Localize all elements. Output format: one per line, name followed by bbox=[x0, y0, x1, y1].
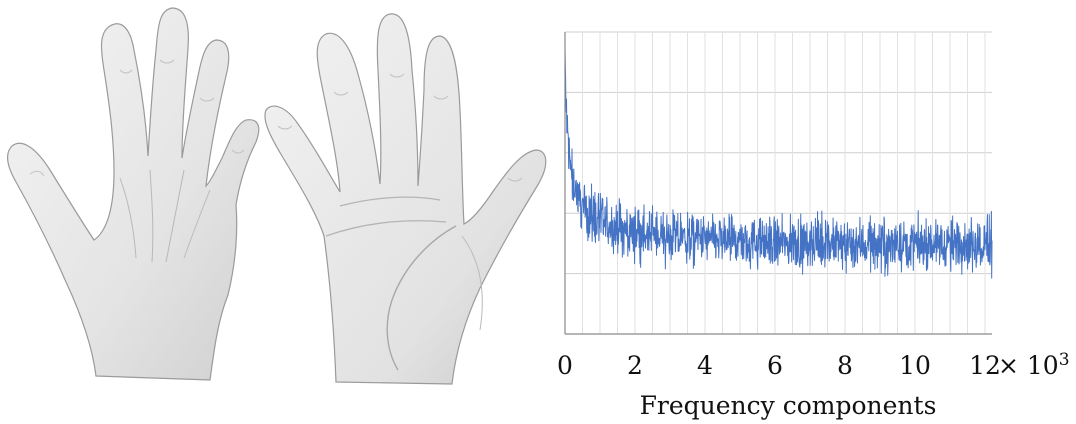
chart-grid bbox=[565, 31, 992, 334]
x-tick-label: 4 bbox=[697, 351, 713, 380]
x-tick-labels: 0 2 4 6 8 10 12 bbox=[557, 351, 1001, 380]
x-tick-label: 2 bbox=[627, 351, 643, 380]
hand-mesh-palmar bbox=[264, 13, 547, 385]
x-tick-label: 0 bbox=[557, 351, 573, 380]
x-tick-label: 10 bbox=[899, 351, 931, 380]
x-tick-label: 8 bbox=[837, 351, 853, 380]
x-axis-label: Frequency components bbox=[640, 391, 937, 420]
x-tick-label: 12 bbox=[969, 351, 1001, 380]
spectrum-chart: 0 2 4 6 8 10 12 × 103 Frequency components bbox=[557, 31, 1070, 420]
chart-series bbox=[564, 48, 993, 279]
x-tick-label: 6 bbox=[767, 351, 783, 380]
x-multiplier-label: × 103 bbox=[998, 350, 1070, 380]
series-line-0 bbox=[564, 48, 993, 279]
chart-axes bbox=[564, 32, 992, 335]
hand-mesh-dorsal bbox=[7, 7, 260, 381]
